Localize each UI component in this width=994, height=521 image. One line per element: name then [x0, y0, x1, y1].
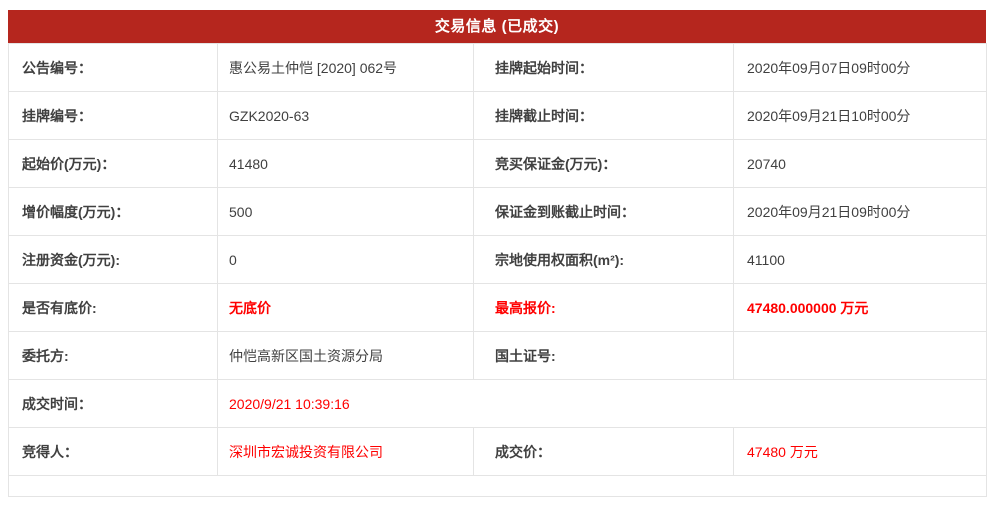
- value-land-cert-no: [733, 331, 987, 380]
- value-winner: 深圳市宏诚投资有限公司: [217, 427, 474, 476]
- table-row: 挂牌编号： GZK2020-63 挂牌截止时间： 2020年09月21日10时0…: [8, 91, 987, 140]
- value-highest-bid: 47480.000000 万元: [733, 283, 987, 332]
- value-has-reserve-price: 无底价: [217, 283, 474, 332]
- label-highest-bid: 最高报价:: [473, 283, 734, 332]
- label-starting-price: 起始价(万元)：: [8, 139, 218, 188]
- table-row: 竞得人： 深圳市宏诚投资有限公司 成交价： 47480 万元: [8, 427, 987, 476]
- value-listing-start-time: 2020年09月07日09时00分: [733, 43, 987, 92]
- label-deposit-deadline: 保证金到账截止时间：: [473, 187, 734, 236]
- table-row: 起始价(万元)： 41480 竞买保证金(万元)： 20740: [8, 139, 987, 188]
- label-land-cert-no: 国土证号:: [473, 331, 734, 380]
- table-row-empty: [8, 475, 987, 497]
- label-price-increment: 增价幅度(万元)：: [8, 187, 218, 236]
- value-price-increment: 500: [217, 187, 474, 236]
- label-listing-start-time: 挂牌起始时间：: [473, 43, 734, 92]
- label-deal-price: 成交价：: [473, 427, 734, 476]
- table-row: 注册资金(万元): 0 宗地使用权面积(m²): 41100: [8, 235, 987, 284]
- value-deal-price: 47480 万元: [733, 427, 987, 476]
- table-row: 委托方: 仲恺高新区国土资源分局 国土证号:: [8, 331, 987, 380]
- table-row: 增价幅度(万元)： 500 保证金到账截止时间： 2020年09月21日09时0…: [8, 187, 987, 236]
- table-row: 公告编号： 惠公易土仲恺 [2020] 062号 挂牌起始时间： 2020年09…: [8, 43, 987, 92]
- label-winner: 竞得人：: [8, 427, 218, 476]
- transaction-info-panel: 交易信息 (已成交) 公告编号： 惠公易土仲恺 [2020] 062号 挂牌起始…: [8, 10, 987, 497]
- label-land-use-area: 宗地使用权面积(m²):: [473, 235, 734, 284]
- panel-title: 交易信息 (已成交): [8, 10, 986, 43]
- value-listing-end-time: 2020年09月21日10时00分: [733, 91, 987, 140]
- label-deal-time: 成交时间：: [8, 379, 218, 428]
- table-row: 是否有底价: 无底价 最高报价: 47480.000000 万元: [8, 283, 987, 332]
- label-has-reserve-price: 是否有底价:: [8, 283, 218, 332]
- table-row: 成交时间： 2020/9/21 10:39:16: [8, 379, 987, 428]
- value-deposit-deadline: 2020年09月21日09时00分: [733, 187, 987, 236]
- value-registered-capital: 0: [217, 235, 474, 284]
- value-listing-no: GZK2020-63: [217, 91, 474, 140]
- value-announcement-no: 惠公易土仲恺 [2020] 062号: [217, 43, 474, 92]
- label-listing-no: 挂牌编号：: [8, 91, 218, 140]
- value-bid-deposit: 20740: [733, 139, 987, 188]
- value-land-use-area: 41100: [733, 235, 987, 284]
- value-consignor: 仲恺高新区国土资源分局: [217, 331, 474, 380]
- label-registered-capital: 注册资金(万元):: [8, 235, 218, 284]
- label-announcement-no: 公告编号：: [8, 43, 218, 92]
- value-starting-price: 41480: [217, 139, 474, 188]
- transaction-info-table: 公告编号： 惠公易土仲恺 [2020] 062号 挂牌起始时间： 2020年09…: [8, 43, 987, 497]
- label-bid-deposit: 竞买保证金(万元)：: [473, 139, 734, 188]
- label-consignor: 委托方:: [8, 331, 218, 380]
- label-listing-end-time: 挂牌截止时间：: [473, 91, 734, 140]
- empty-footer-cell: [8, 475, 987, 497]
- value-deal-time: 2020/9/21 10:39:16: [217, 379, 987, 428]
